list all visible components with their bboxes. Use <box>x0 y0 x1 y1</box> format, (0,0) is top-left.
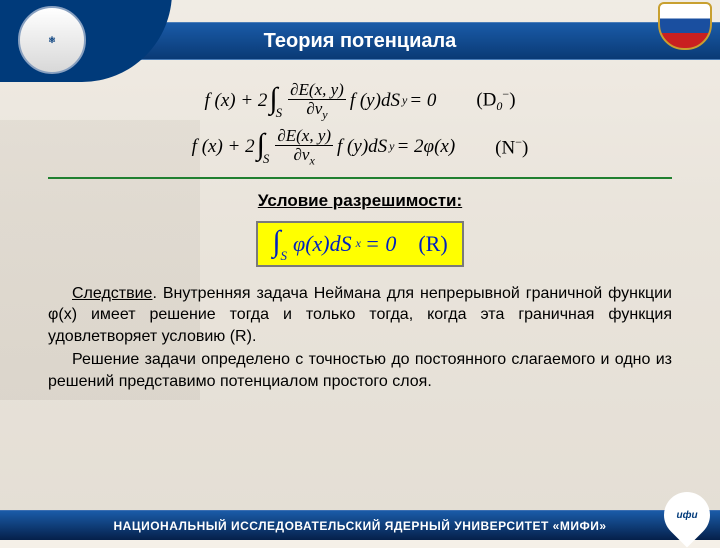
equation-2-formula: f (x) + 2 ∫ S ∂E(x, y) ∂νx f (y)dSy = 2φ… <box>192 127 455 167</box>
corollary-label: Следствие <box>72 285 152 302</box>
eq1-num: ∂E(x, y) <box>288 81 346 100</box>
eq1-midsub: y <box>402 93 407 108</box>
eq1-den: ∂νy <box>304 100 329 121</box>
cond-sub: x <box>356 236 361 251</box>
eq2-mid: f (y)dS <box>337 136 387 158</box>
integral-bound: S <box>281 248 288 264</box>
integral-bound: S <box>263 151 270 167</box>
paragraph-1: Следствие. Внутренняя задача Неймана для… <box>48 283 672 348</box>
university-logo-top: ⚛ <box>18 6 86 74</box>
equation-1-label: (D0−) <box>476 87 515 114</box>
eq1-rhs: = 0 <box>409 90 436 112</box>
page-title: Теория потенциала <box>264 30 457 53</box>
flag-shield <box>658 2 712 50</box>
eq2-prefix: f (x) + 2 <box>192 136 255 158</box>
equation-1-formula: f (x) + 2 ∫ S ∂E(x, y) ∂νy f (y)dSy = 0 <box>204 81 436 121</box>
cond-label: (R) <box>418 231 447 257</box>
integral-bound: S <box>276 105 283 121</box>
logo-glyph: ⚛ <box>48 35 56 46</box>
condition-box: ∫ S φ(x)dS x = 0 (R) <box>256 221 463 267</box>
cond-pre: φ(x)dS <box>293 231 352 257</box>
eq1-mid: f (y)dS <box>350 90 400 112</box>
divider-line <box>48 177 672 179</box>
equation-2-label: (N−) <box>495 135 528 159</box>
footer-text: НАЦИОНАЛЬНЫЙ ИССЛЕДОВАТЕЛЬСКИЙ ЯДЕРНЫЙ У… <box>113 519 606 533</box>
content-area: f (x) + 2 ∫ S ∂E(x, y) ∂νy f (y)dSy = 0 … <box>0 65 720 510</box>
eq2-rhs: = 2φ(x) <box>396 136 455 158</box>
paragraph-2: Решение задачи определено с точностью до… <box>48 349 672 392</box>
eq2-midsub: y <box>389 139 394 154</box>
subtitle: Условие разрешимости: <box>48 191 672 211</box>
footer-bar: НАЦИОНАЛЬНЫЙ ИССЛЕДОВАТЕЛЬСКИЙ ЯДЕРНЫЙ У… <box>0 510 720 540</box>
body-text: Следствие. Внутренняя задача Неймана для… <box>48 283 672 393</box>
integral-sign: ∫ <box>272 230 280 254</box>
eq1-prefix: f (x) + 2 <box>204 90 267 112</box>
footer-logo-text: ифи <box>676 510 697 521</box>
eq1-fraction: ∂E(x, y) ∂νy <box>288 81 346 121</box>
equation-2: f (x) + 2 ∫ S ∂E(x, y) ∂νx f (y)dSy = 2φ… <box>48 127 672 167</box>
eq2-fraction: ∂E(x, y) ∂νx <box>275 127 333 167</box>
eq2-den: ∂νx <box>292 146 317 167</box>
flag-emblem <box>658 2 712 50</box>
cond-post: = 0 <box>365 231 396 257</box>
equation-1: f (x) + 2 ∫ S ∂E(x, y) ∂νy f (y)dSy = 0 … <box>48 81 672 121</box>
eq2-num: ∂E(x, y) <box>275 127 333 146</box>
